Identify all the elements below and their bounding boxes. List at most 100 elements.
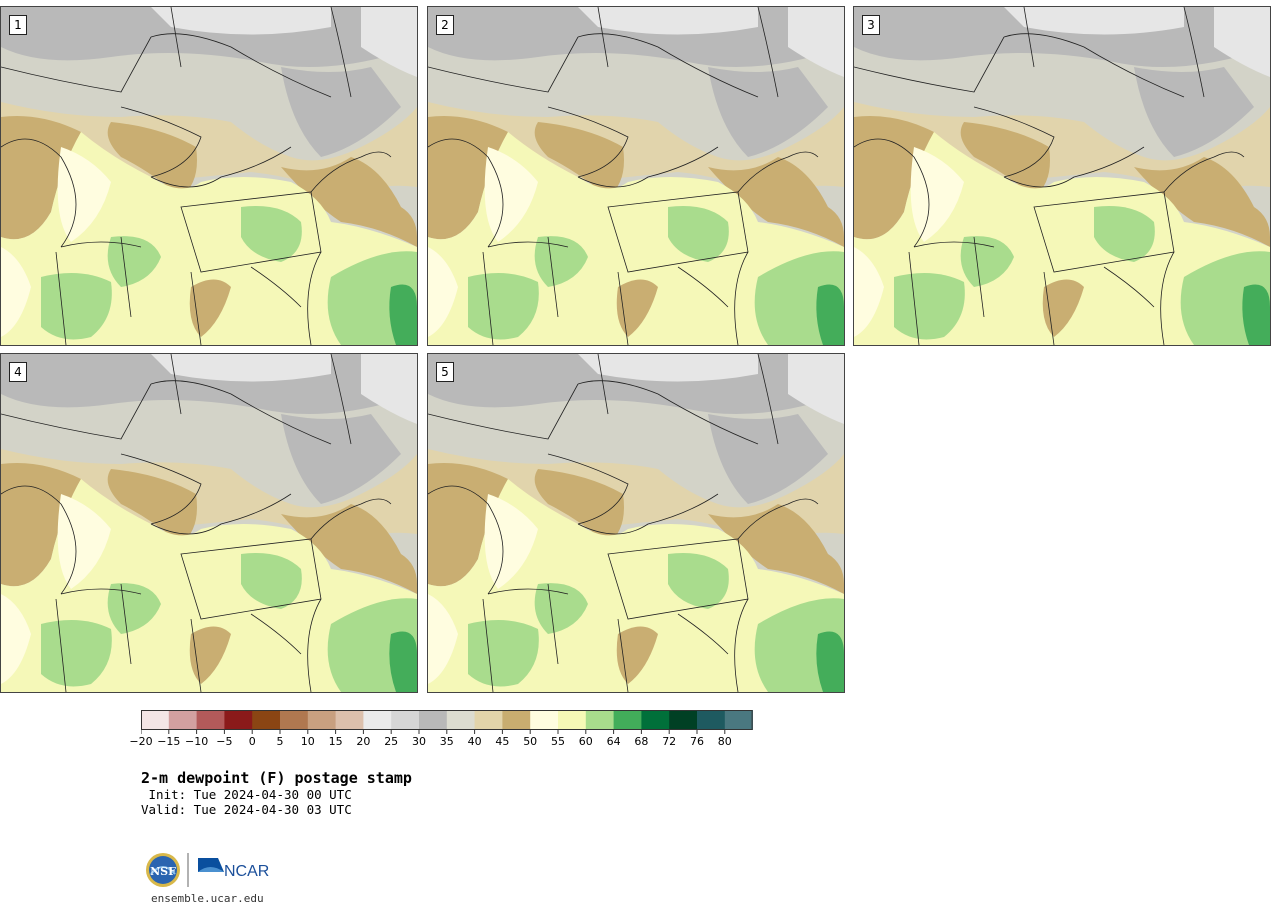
colorbar-swatch — [530, 710, 559, 730]
dewpoint-contour-region — [484, 147, 538, 242]
state-boundary — [1, 138, 142, 248]
dewpoint-contour-region — [578, 7, 758, 35]
chart-title: 2-m dewpoint (F) postage stamp — [141, 769, 412, 787]
dewpoint-contour-region — [1094, 206, 1155, 262]
colorbar-swatch — [280, 710, 309, 730]
colorbar-swatch — [613, 710, 642, 730]
state-boundary — [428, 485, 569, 595]
dewpoint-contour-region — [189, 279, 231, 337]
dewpoint-contour-region — [708, 157, 844, 247]
dewpoint-map — [428, 354, 844, 692]
dewpoint-contour-region — [389, 284, 417, 345]
dewpoint-contour-region — [788, 354, 844, 424]
dewpoint-contour-region — [960, 122, 1050, 197]
dewpoint-contour-region — [107, 122, 197, 197]
dewpoint-contour-region — [428, 116, 508, 240]
state-boundary — [547, 453, 719, 535]
dewpoint-contour-region — [668, 206, 729, 262]
dewpoint-contour-region — [578, 354, 758, 382]
dewpoint-contour-region — [1, 116, 81, 240]
colorbar-tick-label: 50 — [523, 735, 538, 748]
dewpoint-contour-region — [816, 631, 844, 692]
dewpoint-contour-region — [1134, 67, 1254, 157]
colorbar-tick-label: 76 — [690, 735, 704, 748]
colorbar-tick-label: 72 — [662, 735, 677, 748]
dewpoint-contour-region — [1242, 284, 1270, 345]
dewpoint-contour-region — [107, 469, 197, 544]
ensemble-member-panel-5[interactable]: 5 — [427, 353, 845, 693]
state-boundary — [1, 380, 332, 445]
init-time: Init: Tue 2024-04-30 00 UTC — [141, 787, 352, 802]
dewpoint-contour-region — [788, 7, 844, 77]
colorbar-swatch — [391, 710, 420, 730]
valid-time: Valid: Tue 2024-04-30 03 UTC — [141, 802, 352, 817]
colorbar-tick-label: −5 — [216, 735, 233, 748]
dewpoint-contour-region — [107, 236, 161, 287]
state-boundary — [170, 7, 352, 308]
colorbar-swatch — [252, 710, 281, 730]
colorbar-tick-label: 10 — [300, 735, 315, 748]
colorbar-tick-label: −10 — [184, 735, 209, 748]
state-boundary — [1160, 151, 1245, 345]
dewpoint-map — [854, 7, 1270, 345]
colorbar-tick-label: 5 — [276, 735, 284, 748]
ncar-logo: NCAR — [198, 858, 269, 880]
dewpoint-contour-region — [534, 469, 624, 544]
dewpoint-contour-region — [1, 247, 31, 337]
state-boundary — [1, 485, 142, 595]
dewpoint-contour-region — [57, 494, 111, 589]
dewpoint-contour-region — [281, 414, 401, 504]
dewpoint-contour-region — [534, 236, 588, 287]
state-boundary — [854, 33, 1185, 98]
colorbar-tick-label: 55 — [551, 735, 565, 748]
dewpoint-contour-region — [428, 594, 458, 684]
colorbar-swatch — [502, 710, 531, 730]
dewpoint-map — [428, 7, 844, 345]
colorbar-swatch — [419, 710, 448, 730]
colorbar-swatch — [474, 710, 503, 730]
ensemble-member-panel-4[interactable]: 4 — [0, 353, 418, 693]
ensemble-member-panel-2[interactable]: 2 — [427, 6, 845, 346]
colorbar-tick-label: 15 — [328, 735, 343, 748]
state-boundary — [734, 498, 819, 692]
colorbar-tick-label: 35 — [439, 735, 454, 748]
dewpoint-contour-region — [468, 273, 539, 340]
colorbar-tick-label: 80 — [717, 735, 732, 748]
dewpoint-contour-region — [910, 147, 964, 242]
nsf-logo: NSF — [146, 853, 180, 887]
state-boundary — [734, 151, 819, 345]
nsf-ncar-logo: NSF NCAR — [146, 853, 269, 887]
state-boundary — [428, 33, 759, 98]
dewpoint-contour-region — [1, 594, 31, 684]
dewpoint-contour-region — [281, 67, 401, 157]
colorbar-swatch — [558, 710, 587, 730]
colorbar-swatch — [669, 710, 698, 730]
colorbar-tick-label: 64 — [606, 735, 621, 748]
colorbar-swatch — [641, 710, 670, 730]
dewpoint-contour-region — [468, 620, 539, 687]
dewpoint-contour-region — [534, 583, 588, 634]
ensemble-member-panel-3[interactable]: 3 — [853, 6, 1271, 346]
dewpoint-contour-region — [389, 631, 417, 692]
state-boundary — [1023, 7, 1205, 308]
dewpoint-contour-region — [616, 626, 658, 684]
ensemble-member-panel-1[interactable]: 1 — [0, 6, 418, 346]
colorbar-swatch — [168, 710, 197, 730]
dewpoint-contour-region — [534, 122, 624, 197]
state-boundary — [547, 106, 719, 188]
dewpoint-contour-region — [1214, 7, 1270, 77]
state-boundary — [428, 138, 569, 248]
colorbar-tick-label: 20 — [356, 735, 371, 748]
dewpoint-contour-region — [960, 236, 1014, 287]
dewpoint-contour-region — [428, 463, 508, 587]
dewpoint-contour-region — [1, 463, 81, 587]
state-boundary — [597, 7, 779, 308]
state-boundary — [854, 138, 995, 248]
state-boundary — [55, 236, 202, 345]
dewpoint-contour-region — [668, 553, 729, 609]
colorbar-swatch — [724, 710, 753, 730]
colorbar-tick-label: 0 — [248, 735, 256, 748]
dewpoint-contour-region — [241, 206, 302, 262]
dewpoint-contour-region — [854, 116, 934, 240]
dewpoint-contour-region — [151, 354, 331, 382]
